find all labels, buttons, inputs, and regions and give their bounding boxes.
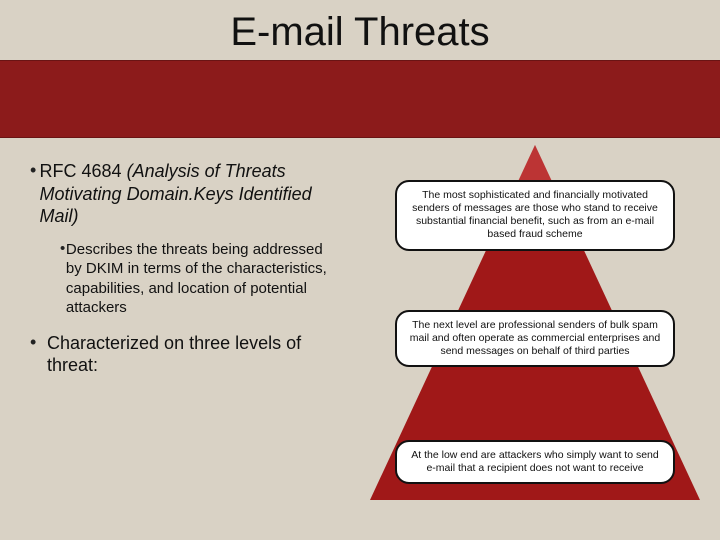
content-area: • RFC 4684 (Analysis of Threats Motivati… [0, 160, 720, 530]
title-bar [0, 60, 720, 138]
bullet-text: Characterized on three levels of threat: [47, 332, 340, 377]
bullet-level1-rfc: • RFC 4684 (Analysis of Threats Motivati… [30, 160, 340, 228]
bullet-dot: • [30, 332, 47, 377]
bullet1-prefix: RFC 4684 [40, 161, 127, 181]
callout-bottom: At the low end are attackers who simply … [395, 440, 675, 484]
callout-top: The most sophisticated and financially m… [395, 180, 675, 251]
callout-middle: The next level are professional senders … [395, 310, 675, 367]
left-column: • RFC 4684 (Analysis of Threats Motivati… [0, 160, 350, 530]
bullet-level2-describes: • Describes the threats being addressed … [60, 240, 340, 318]
slide-title: E-mail Threats [0, 10, 720, 55]
bullet-text: Describes the threats being addressed by… [66, 240, 340, 318]
bullet-level1-characterized: • Characterized on three levels of threa… [30, 332, 340, 377]
right-column: The most sophisticated and financially m… [350, 160, 720, 530]
bullet-dot: • [30, 160, 40, 228]
bullet-text: RFC 4684 (Analysis of Threats Motivating… [40, 160, 340, 228]
